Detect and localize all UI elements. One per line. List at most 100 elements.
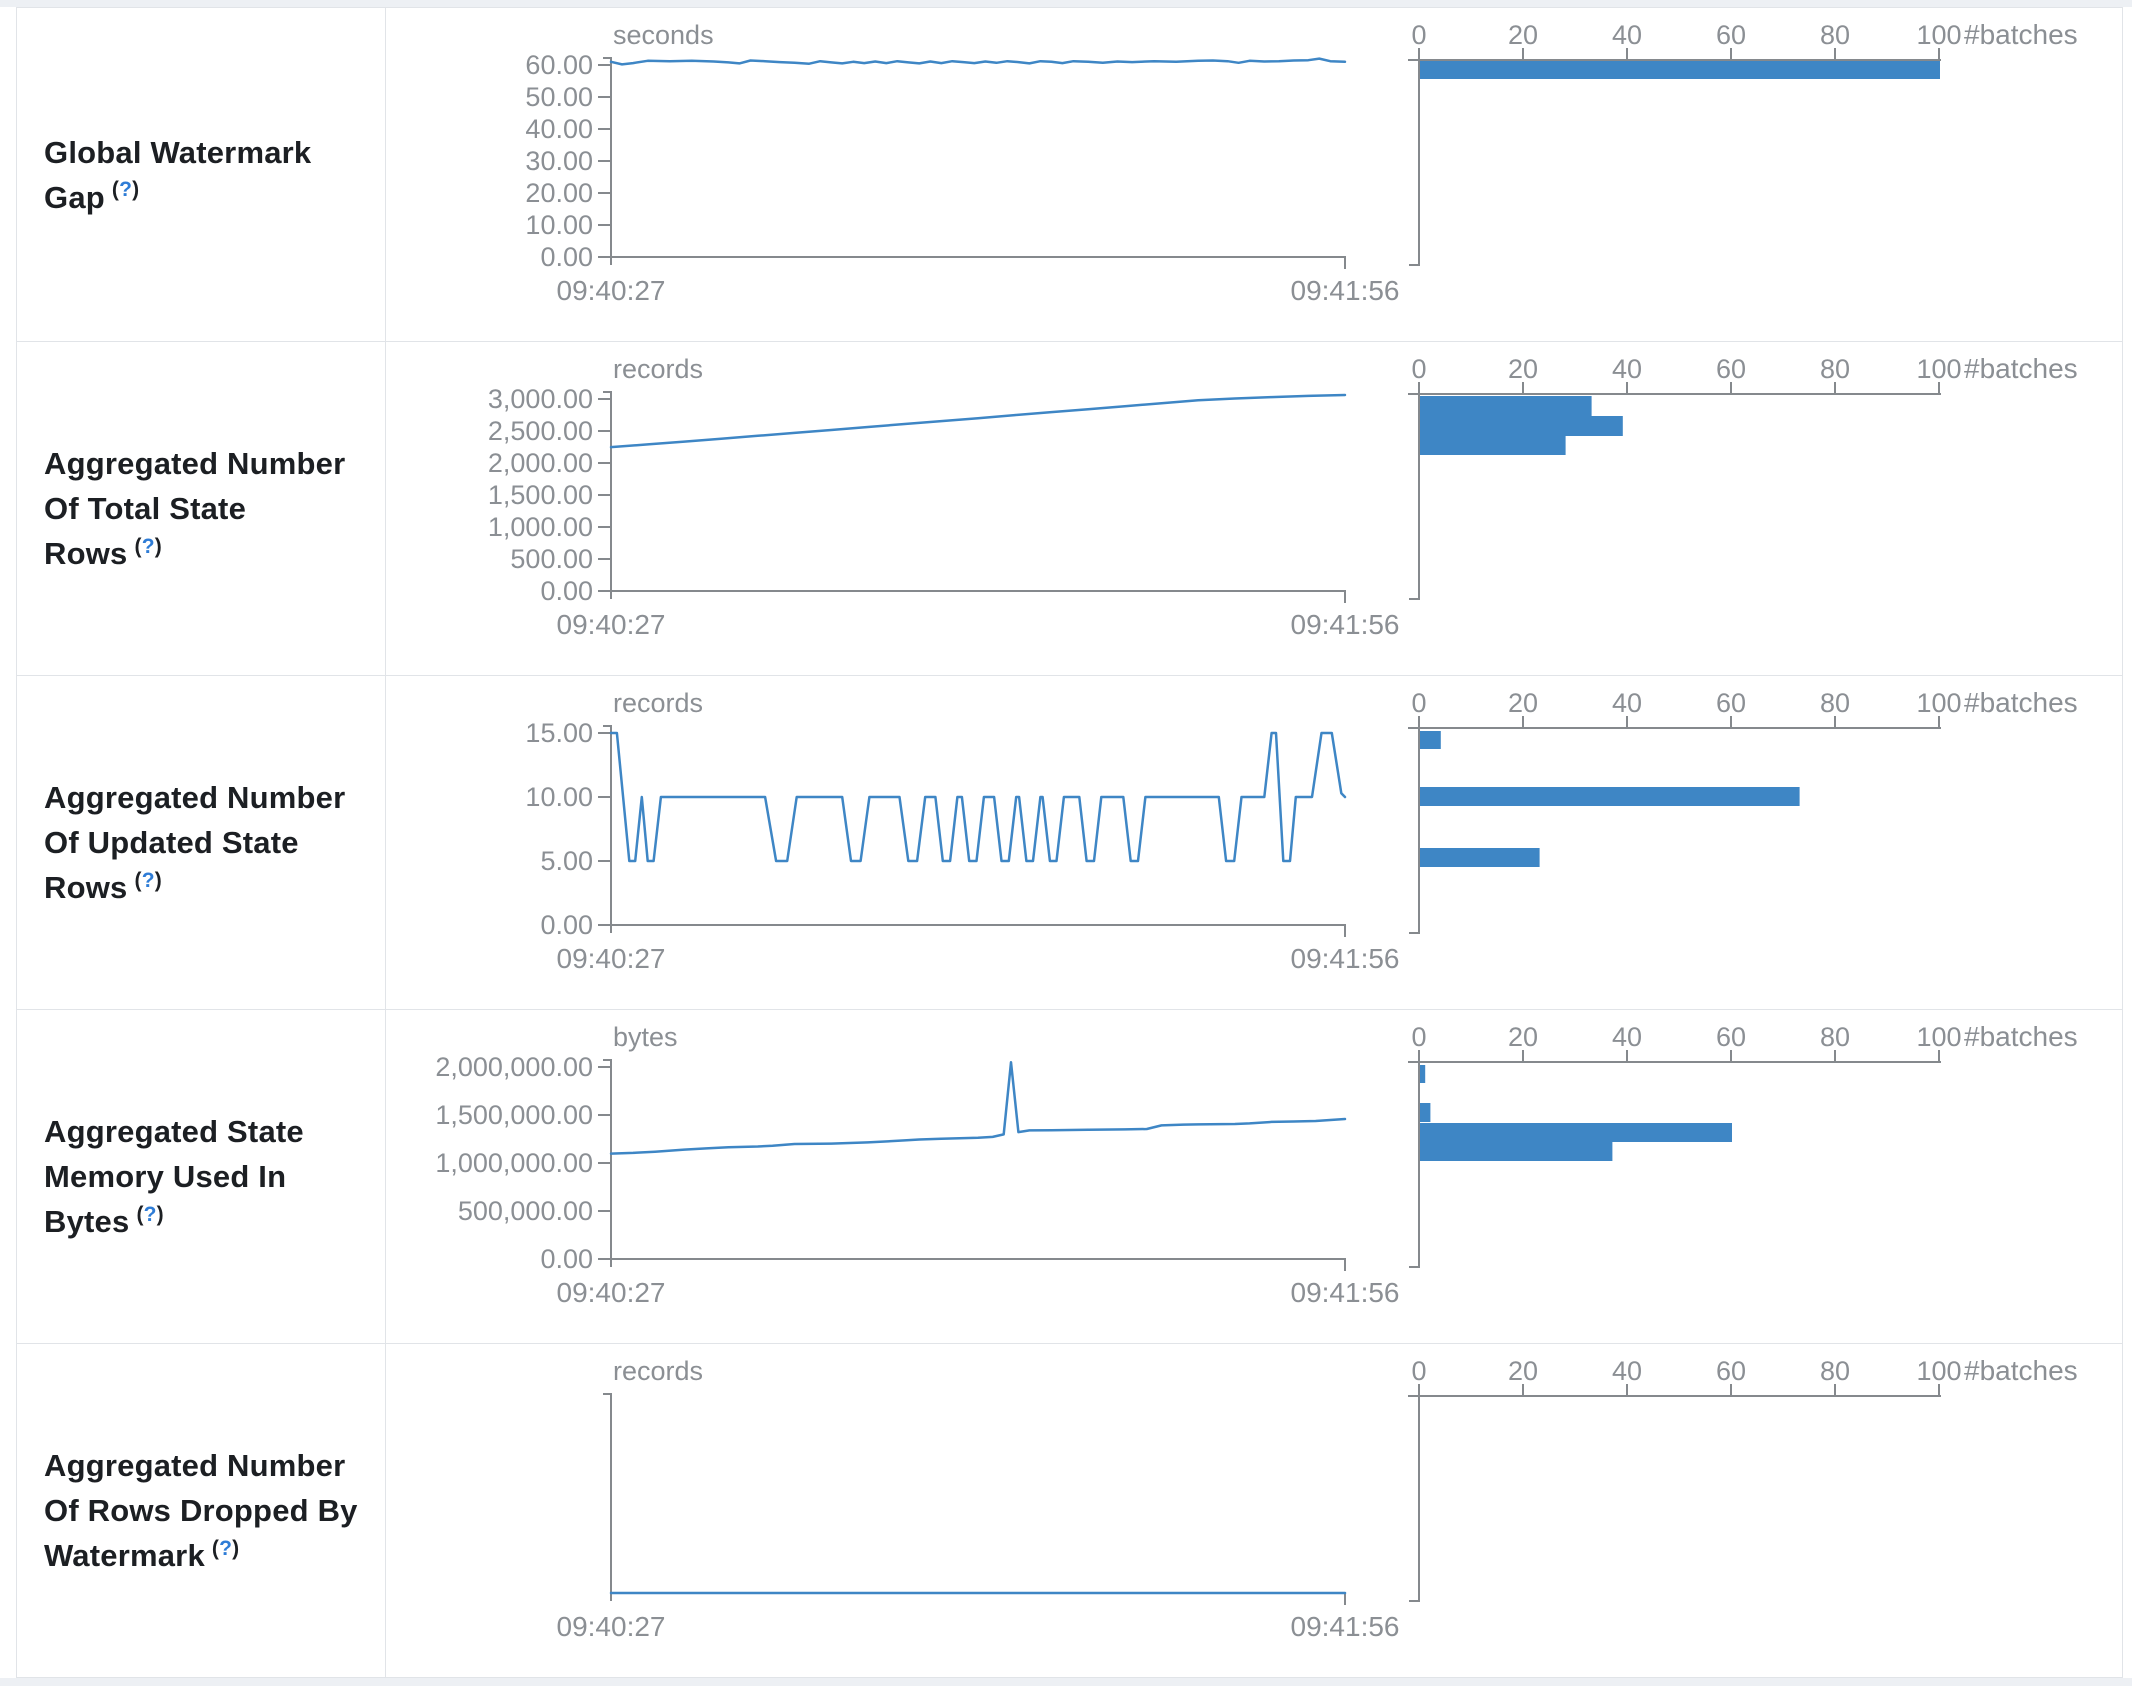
hist-y-axis-line	[1409, 1062, 1420, 1268]
y-axis-tick-label: 1,500.00	[488, 480, 593, 510]
histogram: 0 20 40 60 80 100 #batches	[1408, 19, 2078, 266]
histogram-bar	[1420, 848, 1540, 867]
y-axis-tick-label: 0.00	[540, 576, 593, 606]
page-bottom-band	[0, 1678, 2132, 1686]
chart-unit-label: seconds	[613, 20, 714, 50]
histogram: 0 20 40 60 80 100 #batches	[1408, 1021, 2078, 1268]
hist-y-axis-line	[1409, 1396, 1420, 1602]
histogram-bar	[1420, 61, 1940, 79]
x-axis-start-time: 09:40:27	[557, 1277, 666, 1308]
hist-axis-unit-label: #batches	[1964, 1021, 2078, 1052]
timeline-chart: records 3,000.002,500.002,000.001,500.001…	[488, 354, 1400, 640]
hist-axis-tick-label: 0	[1411, 354, 1426, 384]
y-axis-tick-label: 2,000,000.00	[435, 1052, 593, 1082]
metric-timeline-line	[609, 57, 1347, 66]
y-axis-tick-label: 2,000.00	[488, 448, 593, 478]
y-axis-tick-label: 10.00	[525, 782, 593, 812]
hist-axis-tick-label: 80	[1820, 688, 1850, 718]
hist-axis-unit-label: #batches	[1964, 1355, 2078, 1386]
metric-charts-svg: records 09:40:27 09:41:56 0 20 40 60 80 100 #batc…	[557, 1355, 2078, 1642]
hist-axis-tick-label: 0	[1411, 20, 1426, 50]
metric-timeline-line	[609, 393, 1347, 449]
metric-label-text: Aggregated Number Of Total State Rows	[44, 446, 346, 571]
hist-y-axis-line	[1409, 728, 1420, 934]
y-axis-tick-label: 10.00	[525, 210, 593, 240]
help-question-link[interactable]: ?	[219, 1536, 233, 1560]
metric-chart-cell: records 09:40:27 09:41:56 0 20 40 60 80 100 #batc…	[386, 1344, 2122, 1677]
metric-label: Aggregated Number Of Updated State Rows(…	[44, 775, 367, 910]
help-marker: (?)	[134, 868, 162, 892]
hist-axis-unit-label: #batches	[1964, 353, 2078, 384]
x-axis-line	[611, 924, 1346, 937]
y-axis-tick-label: 2,500.00	[488, 416, 593, 446]
histogram-bar	[1420, 731, 1441, 749]
metric-label-cell: Aggregated State Memory Used In Bytes (?)	[17, 1010, 386, 1343]
metric-timeline-line	[609, 1060, 1347, 1155]
y-axis-tick-label: 1,000,000.00	[435, 1148, 593, 1178]
y-axis-line	[603, 1393, 612, 1601]
chart-unit-label: records	[613, 354, 703, 384]
y-axis-line	[603, 1059, 612, 1267]
hist-axis-tick-label: 80	[1820, 1022, 1850, 1052]
y-axis-line	[603, 57, 612, 265]
metric-label-text: Aggregated State Memory Used In Bytes	[44, 1114, 304, 1239]
y-axis-tick-label: 0.00	[540, 1244, 593, 1274]
x-axis-line	[611, 590, 1346, 603]
hist-axis-tick-label: 40	[1612, 1022, 1642, 1052]
hist-axis-tick-label: 40	[1612, 688, 1642, 718]
y-axis-line	[603, 391, 612, 599]
streaming-metrics-table: Global Watermark Gap (?) seconds 60.00 50.0…	[16, 7, 2123, 1678]
hist-axis-tick-label: 80	[1820, 354, 1850, 384]
x-axis-end-time: 09:41:56	[1291, 1277, 1400, 1308]
hist-axis-tick-label: 100	[1916, 688, 1961, 718]
x-axis-end-time: 09:41:56	[1291, 275, 1400, 306]
hist-axis-tick-label: 100	[1916, 1356, 1961, 1386]
histogram: 0 20 40 60 80 100 #batches	[1408, 353, 2078, 600]
metric-row: Aggregated State Memory Used In Bytes (?)…	[17, 1009, 2122, 1343]
hist-axis-tick-label: 60	[1716, 1022, 1746, 1052]
metric-charts-svg: seconds 60.0050.0040.0030.0020.0010.000.0…	[525, 19, 2078, 306]
hist-axis-tick-label: 80	[1820, 1356, 1850, 1386]
help-question-link[interactable]: ?	[143, 1202, 157, 1226]
histogram-bar	[1420, 787, 1800, 806]
timeline-chart: seconds 60.0050.0040.0030.0020.0010.000.0…	[525, 20, 1399, 306]
help-question-link[interactable]: ?	[141, 534, 155, 558]
y-axis-tick-label: 5.00	[540, 846, 593, 876]
metric-charts-svg: bytes 2,000,000.00 1,500,000.00 1,000,000.0…	[435, 1021, 2078, 1308]
histogram-bar	[1420, 1142, 1613, 1161]
hist-axis-tick-label: 60	[1716, 20, 1746, 50]
y-axis-tick-label: 40.00	[525, 114, 593, 144]
metric-chart-cell: bytes 2,000,000.00 1,500,000.00 1,000,000.0…	[386, 1010, 2122, 1343]
hist-axis-tick-label: 40	[1612, 354, 1642, 384]
help-marker: (?)	[111, 178, 140, 202]
metric-chart-cell: records 3,000.00 2,500.00 2,000.00 1,500.00 1…	[386, 342, 2122, 675]
help-marker: (?)	[134, 534, 162, 558]
histogram-bar	[1420, 436, 1566, 455]
hist-axis-tick-label: 0	[1411, 688, 1426, 718]
metric-row: Global Watermark Gap (?) seconds 60.00 50.0…	[17, 8, 2122, 341]
help-question-link[interactable]: ?	[119, 178, 133, 202]
metric-charts-svg: records3,000.002,500.002,000.001,500.001…	[488, 353, 2078, 640]
x-axis-line	[611, 1592, 1346, 1605]
metric-label-text: Global Watermark Gap	[44, 134, 312, 215]
metric-label: Aggregated Number Of Total State Rows (?)	[44, 441, 367, 576]
x-axis-end-time: 09:41:56	[1291, 609, 1400, 640]
y-axis-tick-label: 1,000.00	[488, 512, 593, 542]
chart-unit-label: records	[613, 1356, 703, 1386]
hist-axis-unit-label: #batches	[1964, 687, 2078, 718]
hist-axis-tick-label: 0	[1411, 1356, 1426, 1386]
x-axis-start-time: 09:40:27	[557, 943, 666, 974]
metric-label-cell: Global Watermark Gap (?)	[17, 8, 386, 341]
hist-axis-tick-label: 80	[1820, 20, 1850, 50]
page-top-band	[0, 0, 2132, 7]
hist-axis-tick-label: 20	[1508, 20, 1538, 50]
metric-row: Aggregated Number Of Rows Dropped By Wat…	[17, 1343, 2122, 1677]
metric-timeline-line	[609, 731, 1347, 863]
x-axis-line	[611, 1258, 1346, 1271]
x-axis-start-time: 09:40:27	[557, 609, 666, 640]
help-question-link[interactable]: ?	[141, 868, 155, 892]
y-axis-line	[603, 725, 612, 933]
hist-axis-tick-label: 0	[1411, 1022, 1426, 1052]
